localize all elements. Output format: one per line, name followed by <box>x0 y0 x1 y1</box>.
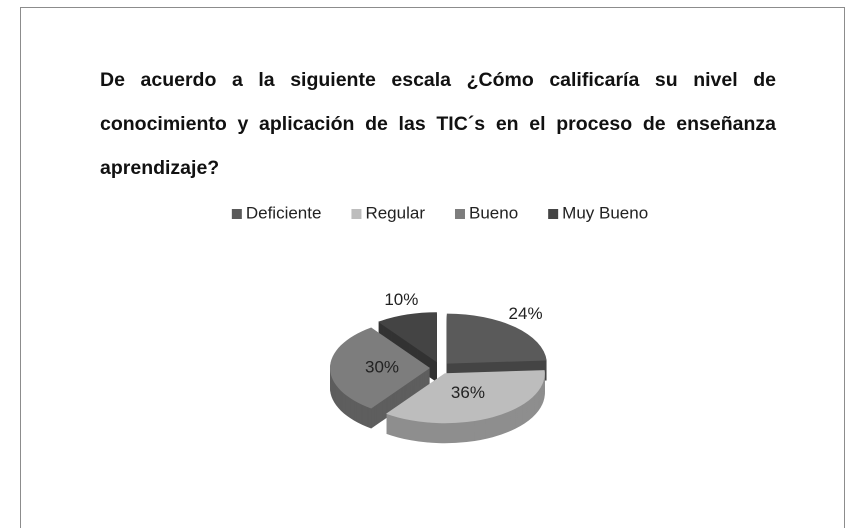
pie-slice <box>386 370 545 444</box>
pie-slice <box>329 327 430 429</box>
chart-title: De acuerdo a la siguiente escala ¿Cómo c… <box>100 69 776 179</box>
slice-top <box>446 313 547 364</box>
legend-swatch <box>454 209 465 219</box>
pie-slice <box>446 313 547 384</box>
legend-label: Regular <box>365 203 425 222</box>
legend-swatch <box>231 209 242 219</box>
legend-item: Deficiente <box>231 203 322 222</box>
legend-label: Deficiente <box>246 203 322 222</box>
legend-label: Muy Bueno <box>562 203 648 222</box>
legend-swatch <box>548 209 559 219</box>
slice-top <box>378 312 437 363</box>
data-label: 36% <box>451 383 485 402</box>
legend-item: Bueno <box>454 203 518 222</box>
legend-label: Bueno <box>469 203 518 222</box>
legend-item: Muy Bueno <box>548 203 648 222</box>
legend-swatch <box>351 209 362 219</box>
pie-slice <box>378 312 437 383</box>
slice-top <box>329 327 430 409</box>
chart-frame <box>20 7 845 528</box>
data-label: 24% <box>509 304 543 323</box>
data-label: 10% <box>384 290 418 309</box>
data-label: 30% <box>365 357 399 376</box>
legend-item: Regular <box>351 203 425 222</box>
slice-top <box>386 370 545 424</box>
